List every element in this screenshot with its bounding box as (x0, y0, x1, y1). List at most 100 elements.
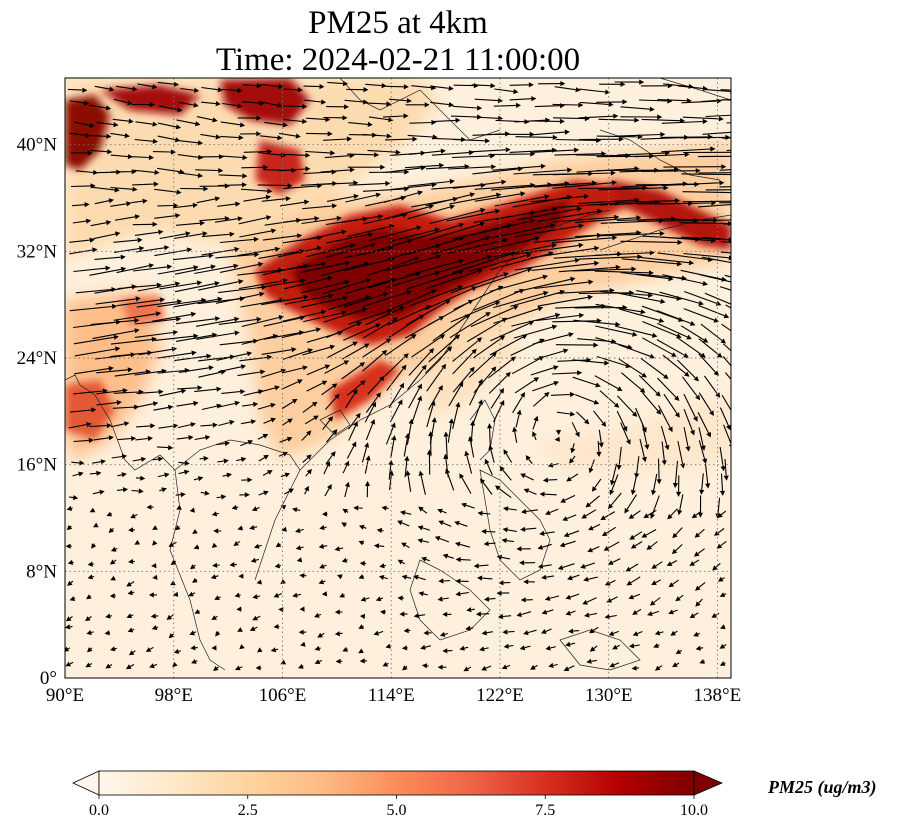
wind-arrow (130, 513, 138, 519)
wind-arrow (65, 646, 71, 652)
wind-arrow (279, 436, 293, 443)
wind-arrow (400, 510, 412, 516)
wind-arrow (513, 167, 573, 175)
wind-arrow (689, 612, 699, 618)
wind-arrow (110, 575, 116, 581)
wind-arrow (115, 85, 138, 92)
wind-arrow (314, 645, 321, 651)
wind-arrow (383, 190, 423, 203)
wind-arrow (282, 348, 313, 360)
wind-arrow (126, 613, 134, 619)
wind-arrow (384, 136, 418, 142)
wind-arrow (381, 505, 389, 511)
wind-arrow (213, 665, 219, 671)
wind-arrow (94, 85, 115, 92)
wind-arrow (278, 245, 323, 258)
wind-arrow (304, 415, 319, 425)
wind-arrow (598, 429, 604, 448)
wind-arrow (240, 440, 254, 447)
wind-arrow (647, 610, 660, 617)
wind-arrow (390, 289, 437, 310)
wind-arrow (96, 400, 122, 406)
wind-arrow (452, 401, 461, 430)
wind-arrow (405, 470, 412, 492)
wind-arrow (662, 274, 708, 286)
wind-arrow (663, 83, 694, 89)
wind-arrow (576, 411, 590, 425)
wind-arrow (179, 140, 204, 146)
wind-arrow (94, 254, 126, 260)
wind-arrow (477, 510, 491, 516)
wind-arrow (437, 508, 447, 514)
wind-arrow (437, 596, 449, 602)
wind-arrow (275, 542, 282, 548)
wind-arrow (362, 238, 413, 256)
wind-arrow (174, 281, 220, 293)
wind-arrow (401, 645, 408, 651)
wind-arrow (592, 478, 602, 492)
wind-arrow (616, 446, 622, 471)
wind-arrow (501, 538, 514, 544)
wind-arrow (534, 348, 569, 361)
wind-arrow (299, 606, 305, 612)
wind-arrow (471, 218, 536, 236)
wind-arrow (305, 150, 336, 156)
wind-arrow (218, 316, 262, 325)
wind-arrow (159, 388, 187, 397)
wind-arrow (239, 228, 277, 238)
wind-arrow (189, 507, 195, 513)
wind-arrow (683, 252, 731, 261)
wind-arrow (71, 460, 85, 466)
wind-arrow (694, 528, 705, 538)
wind-arrow (683, 427, 691, 452)
wind-arrow (72, 471, 84, 477)
wind-arrow (284, 275, 333, 290)
wind-arrow (555, 429, 562, 436)
wind-arrow (494, 206, 558, 221)
wind-arrow (493, 102, 521, 108)
wind-arrow (323, 307, 368, 323)
wind-arrow (178, 469, 190, 475)
wind-arrow (675, 649, 683, 654)
wind-arrow (258, 490, 269, 496)
wind-arrow (581, 509, 597, 519)
wind-arrow (220, 135, 244, 141)
wind-arrow (656, 339, 689, 358)
wind-arrow (110, 154, 133, 160)
wind-arrow (348, 121, 373, 127)
wind-arrow (497, 613, 512, 620)
wind-arrow (683, 393, 698, 422)
wind-arrow (166, 614, 174, 620)
wind-arrow (344, 292, 389, 308)
wind-arrow (237, 246, 281, 257)
wind-arrow (261, 368, 287, 378)
wind-arrow (512, 392, 525, 414)
wind-arrow (110, 201, 132, 207)
wind-arrow (677, 494, 684, 516)
wind-arrow (640, 357, 669, 379)
wind-arrow (595, 303, 646, 315)
wind-arrow (264, 121, 288, 128)
wind-arrow (298, 663, 304, 669)
wind-arrow (565, 593, 580, 600)
wind-arrow (417, 525, 430, 531)
wind-arrow (191, 659, 198, 664)
wind-arrow (520, 526, 537, 532)
colorbar-extend-min (72, 770, 100, 796)
wind-arrow (572, 359, 610, 366)
wind-arrow (452, 348, 477, 375)
wind-arrow (149, 663, 158, 669)
wind-arrow (404, 258, 465, 277)
wind-arrow (386, 364, 407, 391)
wind-arrow (305, 131, 333, 137)
wind-arrow (403, 433, 410, 457)
wind-arrow (219, 261, 264, 273)
map-title-line1: PM25 at 4km (308, 5, 488, 41)
wind-arrow (574, 215, 642, 223)
wind-arrow (516, 546, 531, 552)
wind-arrow (492, 243, 557, 258)
wind-arrow (348, 412, 361, 430)
wind-arrow (450, 301, 501, 323)
wind-arrow (110, 169, 137, 175)
wind-arrow (262, 470, 273, 476)
